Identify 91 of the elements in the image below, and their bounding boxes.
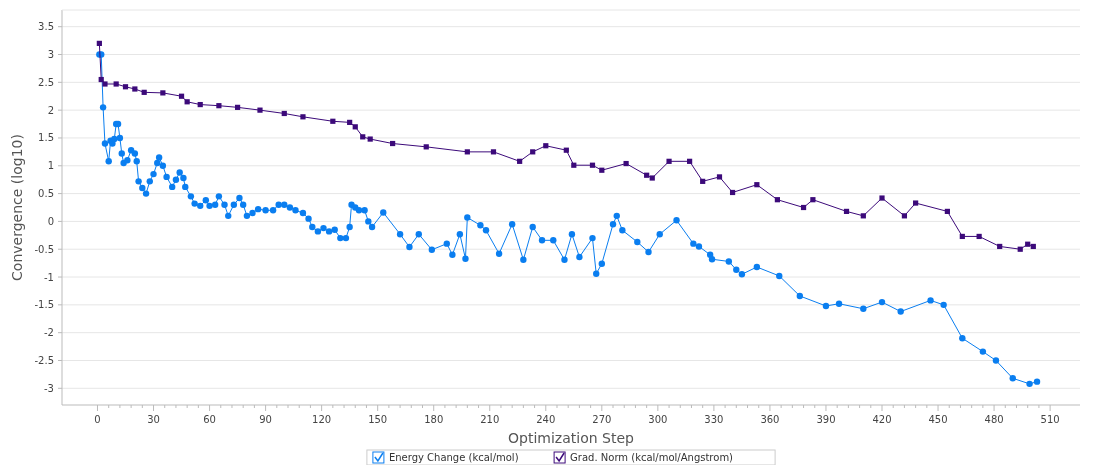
point (623, 160, 629, 167)
point (543, 143, 549, 149)
x-tick-label: 330 (704, 414, 724, 425)
point (234, 104, 241, 110)
x-tick-label: 60 (203, 414, 216, 425)
point (530, 149, 536, 155)
point (390, 140, 396, 147)
point (423, 144, 429, 150)
point (913, 200, 919, 206)
point (102, 81, 108, 87)
legend-label: Energy Change (kcal/mol) (388, 452, 519, 463)
y-tick-label: 3.5 (38, 21, 54, 33)
x-tick-label: 180 (424, 414, 444, 425)
point (197, 101, 203, 108)
y-tick-label: 0.5 (38, 188, 54, 200)
x-tick-label: 210 (480, 414, 500, 425)
point (774, 197, 780, 203)
y-tick-label: 1 (47, 160, 54, 172)
x-axis-title: Optimization Step (508, 430, 635, 446)
x-tick-label: 150 (368, 414, 388, 425)
y-tick-label: 2.5 (38, 76, 54, 88)
point (160, 90, 166, 96)
point (281, 110, 287, 117)
point (1030, 243, 1036, 250)
x-tick-label: 90 (259, 414, 272, 425)
point (330, 118, 336, 124)
point (666, 158, 672, 164)
point (571, 162, 577, 168)
point (113, 81, 119, 87)
point (901, 213, 908, 219)
y-tick-label: 3 (47, 49, 54, 61)
y-tick-label: 0 (47, 215, 54, 227)
point (800, 204, 807, 211)
x-tick-label: 480 (984, 414, 1004, 425)
x-tick-label: 510 (1040, 414, 1060, 425)
x-tick-label: 120 (312, 414, 332, 425)
x-tick-label: 450 (928, 414, 948, 425)
point (1025, 241, 1031, 247)
x-tick-label: 300 (648, 414, 668, 425)
y-tick-label: -1.5 (34, 299, 54, 311)
point (649, 175, 655, 181)
y-tick-label: -2 (44, 327, 54, 339)
y-tick-label: -3 (44, 382, 54, 394)
x-tick-label: 360 (760, 414, 780, 425)
point (464, 149, 470, 155)
legend-label: Grad. Norm (kcal/mol/Angstrom) (570, 452, 734, 463)
point (716, 174, 723, 180)
point (589, 162, 596, 168)
x-tick-label: 270 (592, 414, 612, 425)
point (490, 149, 497, 155)
point (517, 158, 523, 164)
y-tick-label: -1 (44, 271, 54, 283)
point (141, 89, 147, 95)
point (879, 195, 885, 201)
point (184, 99, 190, 105)
point (347, 119, 353, 125)
point (843, 208, 850, 214)
x-tick-label: 420 (872, 414, 892, 425)
point (122, 84, 129, 90)
y-axis-title: Convergence (log10) (9, 134, 25, 281)
point (729, 189, 736, 196)
point (687, 158, 693, 164)
point (644, 172, 650, 178)
y-tick-label: -0.5 (34, 243, 54, 255)
point (860, 213, 866, 219)
point (754, 182, 760, 188)
point (810, 197, 816, 203)
y-tick-label: 2 (47, 104, 54, 116)
y-tick-label: 1.5 (38, 132, 54, 144)
point (132, 86, 138, 92)
point (959, 233, 965, 240)
y-tick-label: -2.5 (34, 354, 54, 366)
point (944, 208, 950, 214)
point (96, 40, 102, 46)
point (700, 178, 706, 184)
point (178, 93, 185, 99)
x-tick-label: 30 (147, 414, 160, 425)
point (352, 124, 358, 130)
point (216, 103, 222, 109)
x-tick-label: 0 (94, 414, 101, 425)
point (1017, 246, 1023, 252)
x-tick-label: 390 (816, 414, 836, 425)
point (997, 243, 1003, 250)
x-tick-label: 240 (536, 414, 556, 425)
point (300, 114, 306, 120)
point (976, 233, 982, 240)
point (599, 167, 605, 173)
point (367, 136, 373, 142)
point (563, 147, 569, 153)
point (360, 134, 366, 140)
point (257, 107, 263, 113)
